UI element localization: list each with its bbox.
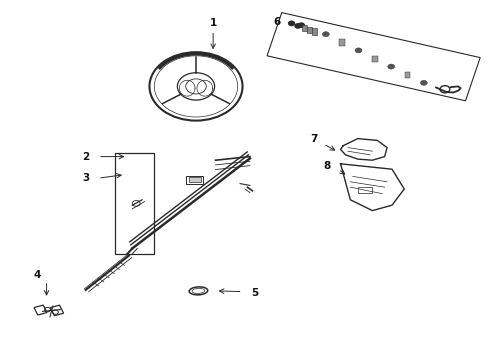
Bar [302,25,307,31]
Bar [115,153,154,254]
Bar [358,187,372,193]
Bar [339,39,345,46]
Bar [307,27,312,33]
Text: 4: 4 [33,270,41,280]
Text: 8: 8 [324,161,331,171]
Circle shape [289,21,294,26]
Bar [186,176,203,184]
Bar [372,55,378,62]
Bar [405,72,411,78]
Bar [312,28,317,35]
Text: 2: 2 [82,152,89,162]
Circle shape [420,80,427,85]
Circle shape [388,64,394,69]
Text: 3: 3 [82,173,89,183]
Circle shape [298,23,304,27]
Bar [50,305,64,316]
Circle shape [322,32,329,37]
Bar [189,177,201,182]
Text: 5: 5 [251,288,258,298]
Bar [34,305,47,315]
Text: 7: 7 [310,134,318,144]
Text: 6: 6 [273,17,280,27]
Circle shape [355,48,362,53]
Text: 1: 1 [210,18,217,28]
Circle shape [295,24,301,28]
